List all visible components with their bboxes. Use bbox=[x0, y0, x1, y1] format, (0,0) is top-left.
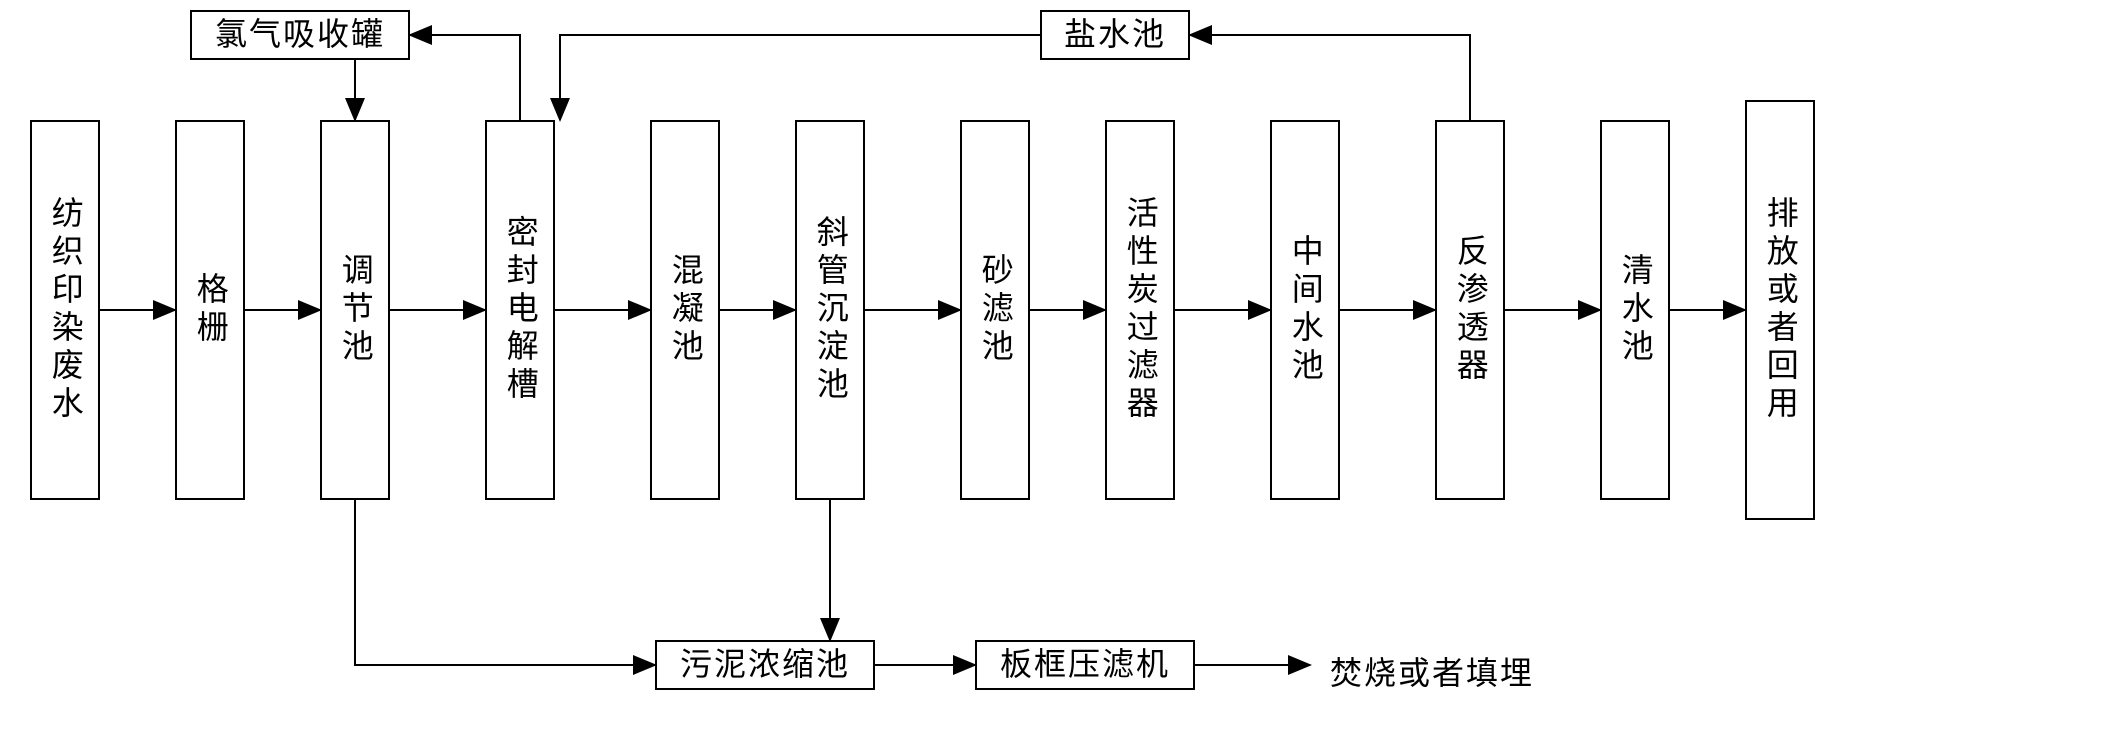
node-n12: 排放或者回用 bbox=[1745, 100, 1815, 520]
text-disposal: 焚烧或者填埋 bbox=[1330, 648, 1534, 694]
node-label: 混凝池 bbox=[664, 253, 706, 367]
node-n2: 格栅 bbox=[175, 120, 245, 500]
node-label: 污泥浓缩池 bbox=[680, 644, 850, 686]
node-label: 中间水池 bbox=[1284, 234, 1326, 386]
node-n11: 清水池 bbox=[1600, 120, 1670, 500]
node-n1: 纺织印染废水 bbox=[30, 120, 100, 500]
node-label: 反渗透器 bbox=[1449, 234, 1491, 386]
node-n5: 混凝池 bbox=[650, 120, 720, 500]
node-n10: 反渗透器 bbox=[1435, 120, 1505, 500]
arrow-15 bbox=[355, 500, 655, 665]
node-label: 砂滤池 bbox=[974, 253, 1016, 367]
arrow-13 bbox=[1190, 35, 1470, 120]
node-label: 氯气吸收罐 bbox=[215, 14, 385, 56]
node-label: 盐水池 bbox=[1064, 14, 1166, 56]
node-label: 板框压滤机 bbox=[1000, 644, 1170, 686]
node-label: 纺织印染废水 bbox=[44, 196, 86, 424]
node-chlorine: 氯气吸收罐 bbox=[190, 10, 410, 60]
node-label: 调节池 bbox=[334, 253, 376, 367]
node-sludge: 污泥浓缩池 bbox=[655, 640, 875, 690]
node-n4: 密封电解槽 bbox=[485, 120, 555, 500]
node-label: 斜管沉淀池 bbox=[809, 215, 851, 405]
node-press: 板框压滤机 bbox=[975, 640, 1195, 690]
node-label: 清水池 bbox=[1614, 253, 1656, 367]
node-n6: 斜管沉淀池 bbox=[795, 120, 865, 500]
node-n9: 中间水池 bbox=[1270, 120, 1340, 500]
node-brine: 盐水池 bbox=[1040, 10, 1190, 60]
node-label: 格栅 bbox=[189, 272, 231, 348]
node-n3: 调节池 bbox=[320, 120, 390, 500]
node-n7: 砂滤池 bbox=[960, 120, 1030, 500]
arrow-12 bbox=[410, 35, 520, 120]
node-label: 活性炭过滤器 bbox=[1119, 196, 1161, 424]
node-label: 密封电解槽 bbox=[499, 215, 541, 405]
node-n8: 活性炭过滤器 bbox=[1105, 120, 1175, 500]
arrow-14 bbox=[560, 35, 1040, 120]
node-label: 排放或者回用 bbox=[1759, 196, 1801, 424]
